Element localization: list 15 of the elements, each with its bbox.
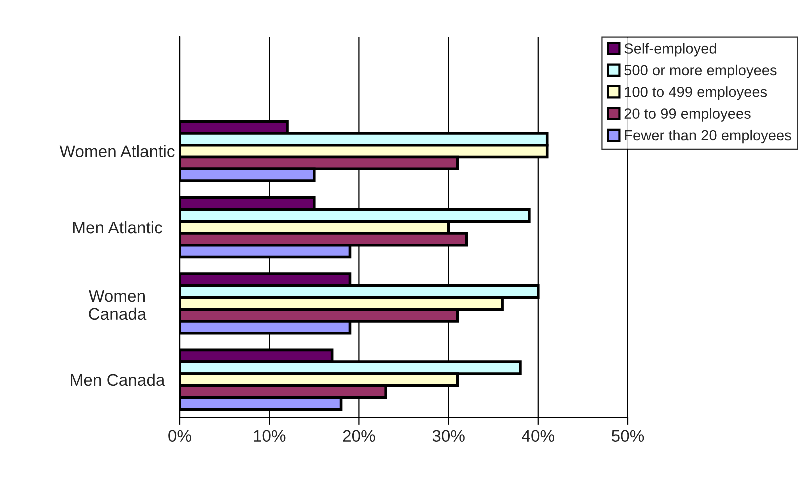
legend-label: 100 to 499 employees xyxy=(625,86,768,100)
y-tick-label: Women Atlantic xyxy=(60,145,175,158)
x-tick-label: 30% xyxy=(432,430,465,442)
legend-label: 20 to 99 employees xyxy=(624,108,751,122)
legend-label: Self-employed xyxy=(624,43,716,57)
x-tick-label: 10% xyxy=(254,430,286,442)
y-tick-label: Men Canada xyxy=(71,374,166,386)
x-tick-label: 20% xyxy=(343,430,376,442)
y-tick-label: Men Atlantic xyxy=(73,221,162,234)
x-tick-label: 40% xyxy=(522,430,554,442)
legend-label: 500 or more employees xyxy=(624,64,777,78)
legend-label: Fewer than 20 employees xyxy=(625,130,792,144)
x-tick-label: 0% xyxy=(168,430,192,442)
x-tick-label: 50% xyxy=(612,430,644,442)
y-tick-label: Women Canada xyxy=(89,290,147,320)
